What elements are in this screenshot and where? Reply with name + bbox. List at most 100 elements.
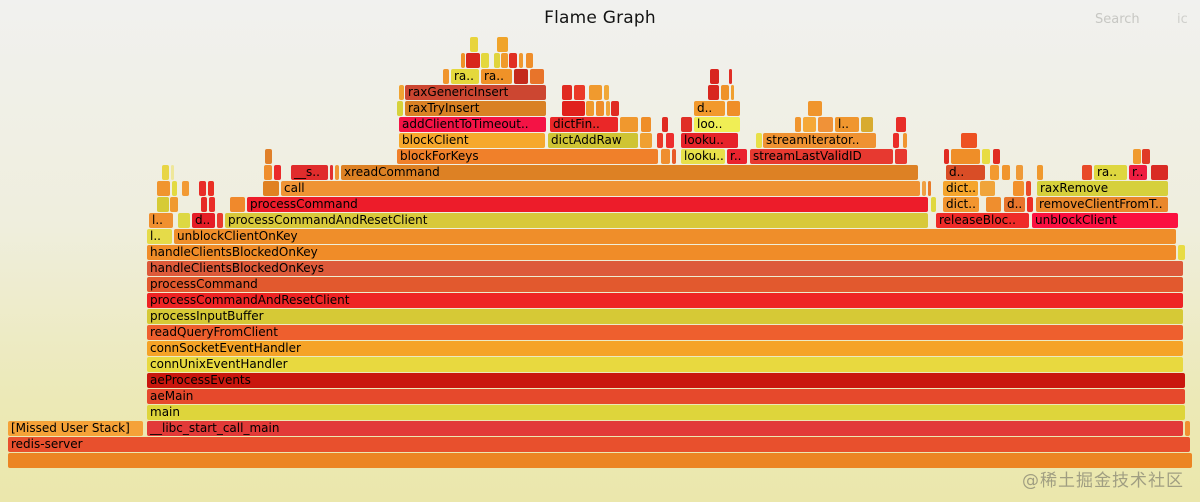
- flame-frame[interactable]: [397, 101, 403, 116]
- flame-frame[interactable]: [708, 85, 719, 100]
- flame-frame-call[interactable]: call: [281, 181, 920, 196]
- flame-frame-d[interactable]: d..: [694, 101, 725, 116]
- flame-frame[interactable]: [980, 181, 995, 196]
- flame-frame[interactable]: [1142, 149, 1150, 164]
- flame-frame[interactable]: [526, 53, 533, 68]
- flame-frame-loo[interactable]: loo..: [694, 117, 740, 132]
- flame-frame[interactable]: [330, 165, 333, 180]
- flame-frame[interactable]: [986, 197, 1001, 212]
- flame-frame[interactable]: [606, 101, 610, 116]
- flame-frame[interactable]: [1016, 165, 1023, 180]
- flame-frame[interactable]: [808, 101, 822, 116]
- flame-frame-r[interactable]: r..: [1129, 165, 1147, 180]
- flame-frame-handleclientsblockedonkey[interactable]: handleClientsBlockedOnKey: [147, 245, 1176, 260]
- flame-frame[interactable]: [201, 197, 207, 212]
- flame-frame[interactable]: [562, 101, 585, 116]
- flame-frame[interactable]: [640, 133, 652, 148]
- flame-frame[interactable]: [661, 149, 670, 164]
- flame-frame-l[interactable]: l..: [149, 213, 173, 228]
- flame-frame-ra[interactable]: ra..: [481, 69, 512, 84]
- flame-frame[interactable]: [1082, 165, 1092, 180]
- flame-frame[interactable]: [178, 213, 190, 228]
- flame-frame[interactable]: [514, 69, 528, 84]
- flame-frame[interactable]: [710, 69, 719, 84]
- flame-frame[interactable]: [209, 197, 215, 212]
- flame-frame-aeprocessevents[interactable]: aeProcessEvents: [147, 373, 1185, 388]
- flame-frame[interactable]: [611, 101, 619, 116]
- flame-frame[interactable]: [199, 181, 206, 196]
- flame-frame[interactable]: [182, 181, 189, 196]
- flame-frame-unblockclient[interactable]: unblockClient: [1032, 213, 1178, 228]
- flame-frame-aemain[interactable]: aeMain: [147, 389, 1185, 404]
- flame-frame-r[interactable]: r..: [727, 149, 747, 164]
- flame-frame[interactable]: [274, 165, 281, 180]
- flame-frame[interactable]: [1013, 181, 1024, 196]
- flame-frame-dictaddraw[interactable]: dictAddRaw: [548, 133, 638, 148]
- flame-frame-xreadcommand[interactable]: xreadCommand: [341, 165, 918, 180]
- flame-frame[interactable]: [172, 181, 177, 196]
- flame-frame[interactable]: [264, 165, 272, 180]
- flame-frame[interactable]: [470, 37, 478, 52]
- flame-frame-processinputbuffer[interactable]: processInputBuffer: [147, 309, 1183, 324]
- flame-frame[interactable]: [217, 213, 223, 228]
- flame-frame[interactable]: [893, 133, 899, 148]
- flame-frame[interactable]: [1151, 165, 1168, 180]
- flame-frame-d[interactable]: d..: [946, 165, 985, 180]
- flame-frame[interactable]: [993, 149, 1000, 164]
- flame-frame[interactable]: [944, 149, 949, 164]
- flame-frame[interactable]: [756, 133, 762, 148]
- flame-frame[interactable]: [604, 85, 609, 100]
- flame-frame[interactable]: [931, 197, 936, 212]
- flame-frame-removeclientfromt[interactable]: removeClientFromT..: [1036, 197, 1168, 212]
- flame-frame-connunixeventhandler[interactable]: connUnixEventHandler: [147, 357, 1183, 372]
- flame-frame[interactable]: [596, 101, 604, 116]
- flame-frame-d[interactable]: d..: [1004, 197, 1025, 212]
- flame-frame-processcommandandresetclient[interactable]: processCommandAndResetClient: [225, 213, 928, 228]
- flame-frame[interactable]: [1178, 245, 1185, 260]
- flame-frame[interactable]: [586, 101, 594, 116]
- flame-frame[interactable]: [803, 117, 816, 132]
- flame-frame[interactable]: [1037, 165, 1043, 180]
- flame-frame[interactable]: [509, 53, 517, 68]
- flame-frame-processcommandandresetclient[interactable]: processCommandAndResetClient: [147, 293, 1183, 308]
- flame-frame-streamlastvalidid[interactable]: streamLastValidID: [750, 149, 893, 164]
- flame-frame[interactable]: [681, 117, 692, 132]
- flame-frame[interactable]: [230, 197, 245, 212]
- flame-frame-streamiterator[interactable]: streamIterator..: [763, 133, 876, 148]
- flame-frame[interactable]: [641, 117, 651, 132]
- flame-frame-redis-server[interactable]: redis-server: [8, 437, 1190, 452]
- flame-frame[interactable]: [861, 117, 873, 132]
- flame-frame[interactable]: [951, 149, 980, 164]
- flame-frame[interactable]: [208, 181, 214, 196]
- flame-frame[interactable]: [672, 149, 676, 164]
- flame-frame[interactable]: [170, 197, 178, 212]
- flame-frame[interactable]: [574, 85, 585, 100]
- flame-frame[interactable]: [530, 69, 544, 84]
- flame-frame[interactable]: [8, 453, 1192, 468]
- flame-frame-ra[interactable]: ra..: [1094, 165, 1127, 180]
- flame-frame-looku[interactable]: looku..: [681, 133, 738, 148]
- flame-frame[interactable]: [1185, 421, 1190, 436]
- flame-frame[interactable]: [461, 53, 465, 68]
- flame-frame[interactable]: [466, 53, 480, 68]
- flame-frame[interactable]: [589, 85, 602, 100]
- flame-frame[interactable]: [896, 117, 906, 132]
- flame-frame-s[interactable]: __s..: [291, 165, 328, 180]
- search-button[interactable]: Search: [1095, 12, 1140, 27]
- flame-frame-dict[interactable]: dict..: [943, 197, 979, 212]
- flame-frame-d[interactable]: d..: [192, 213, 215, 228]
- flame-frame[interactable]: [662, 117, 668, 132]
- flame-frame[interactable]: [497, 37, 508, 52]
- flame-frame[interactable]: [666, 133, 674, 148]
- flame-frame[interactable]: [727, 101, 740, 116]
- flame-frame-dict[interactable]: dict..: [943, 181, 978, 196]
- flame-frame-addclienttotimeout[interactable]: addClientToTimeout..: [399, 117, 546, 132]
- flame-frame-processcommand[interactable]: processCommand: [247, 197, 928, 212]
- flame-frame[interactable]: [990, 165, 999, 180]
- flame-frame[interactable]: [731, 85, 734, 100]
- flame-frame[interactable]: [519, 53, 523, 68]
- flame-frame[interactable]: [562, 85, 572, 100]
- flame-frame-readqueryfromclient[interactable]: readQueryFromClient: [147, 325, 1183, 340]
- flame-frame-releasebloc[interactable]: releaseBloc..: [936, 213, 1029, 228]
- flame-frame-main[interactable]: main: [147, 405, 1185, 420]
